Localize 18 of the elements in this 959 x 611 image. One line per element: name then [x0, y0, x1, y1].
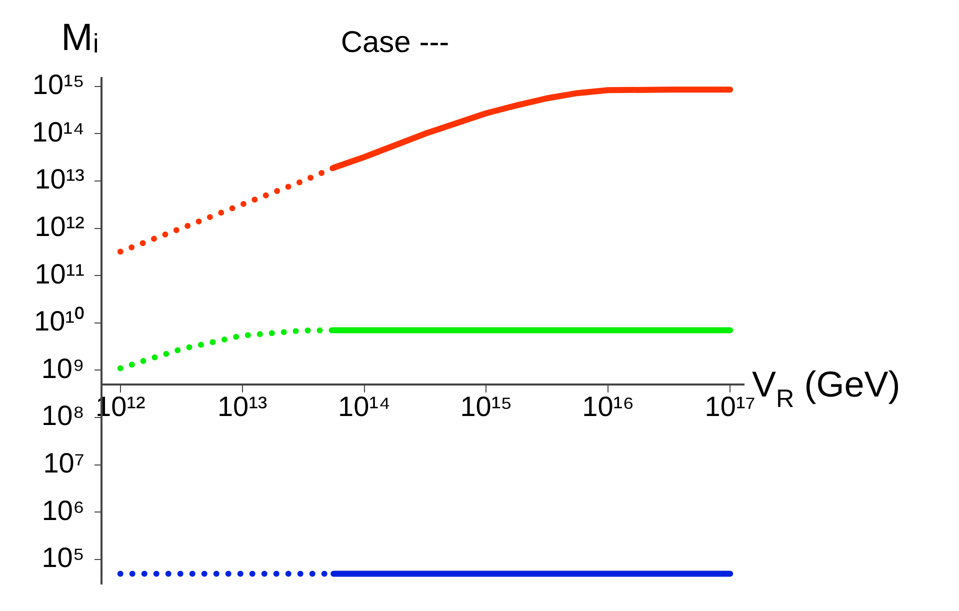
y-tick-label: 10¹¹ — [34, 258, 84, 290]
y-tick-label: 10⁷ — [43, 448, 84, 479]
y-tick-label: 10¹⁴ — [32, 116, 84, 148]
y-tick-label: 10¹⁵ — [32, 69, 84, 100]
x-tick-label: 10¹³ — [217, 390, 268, 422]
y-tick-label: 10⁹ — [41, 352, 84, 384]
y-tick-label: 10¹⁰ — [34, 306, 84, 337]
x-tick-label: 10¹⁶ — [582, 390, 634, 422]
y-axis-title: Mᵢ — [61, 17, 99, 59]
y-tick-label: 10⁵ — [42, 542, 84, 574]
x-tick-label: 10¹⁵ — [460, 390, 512, 422]
y-tick-label: 10⁸ — [42, 400, 84, 432]
y-tick-label: 10¹³ — [34, 164, 84, 195]
y-tick-label: 10¹² — [34, 210, 84, 242]
x-tick-label: 10¹⁴ — [338, 390, 391, 422]
chart-title: Case --- — [340, 26, 450, 59]
x-tick-label: 10¹⁷ — [704, 390, 756, 422]
y-tick-label: 10⁶ — [42, 494, 84, 526]
